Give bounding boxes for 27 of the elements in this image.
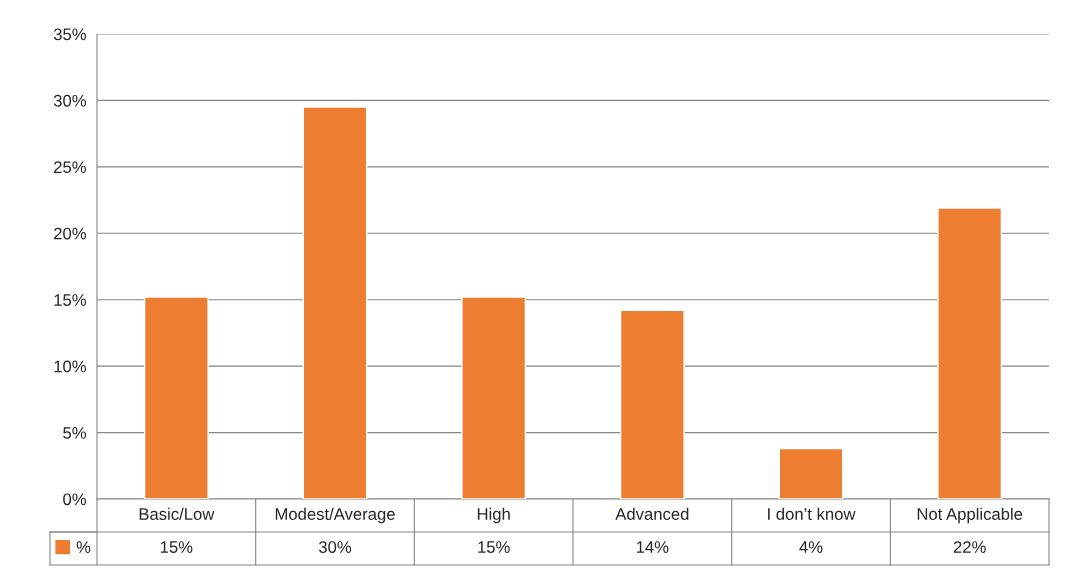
bar xyxy=(937,207,1003,499)
bar xyxy=(143,296,209,499)
x-tick-label: Modest/Average xyxy=(275,507,395,524)
bar xyxy=(619,309,685,499)
x-tick-label: Advanced xyxy=(615,507,689,520)
y-tick-label: 25% xyxy=(54,161,86,174)
bar xyxy=(302,106,368,499)
y-tick-label: 0% xyxy=(63,493,86,506)
bar xyxy=(778,447,844,499)
bar xyxy=(461,296,527,499)
x-tick-label: Not Applicable xyxy=(917,507,1023,524)
data-label: 4% xyxy=(799,541,823,553)
data-label: 22% xyxy=(953,541,986,553)
legend-label: % xyxy=(76,541,91,553)
data-label: 15% xyxy=(160,541,193,553)
data-label: 14% xyxy=(636,541,669,553)
data-label: 30% xyxy=(318,541,352,553)
y-tick-label: 20% xyxy=(54,227,86,240)
y-tick-label: 30% xyxy=(53,94,86,107)
x-tick-label: High xyxy=(477,507,510,524)
y-tick-label: 10% xyxy=(54,360,86,373)
y-tick-label: 15% xyxy=(54,294,86,306)
x-tick-label: Basic/Low xyxy=(139,507,215,520)
y-tick-label: 5% xyxy=(63,427,86,439)
data-label: 15% xyxy=(478,541,510,553)
x-tick-label: I don’t know xyxy=(768,507,856,520)
y-tick-label: 35% xyxy=(53,28,86,41)
